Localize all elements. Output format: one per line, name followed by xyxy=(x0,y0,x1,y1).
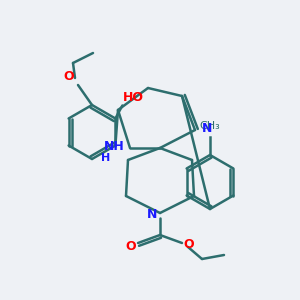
Text: H: H xyxy=(101,153,111,163)
Text: N: N xyxy=(147,208,157,221)
Text: HO: HO xyxy=(123,91,144,104)
Text: CH₃: CH₃ xyxy=(200,121,220,131)
Text: NH: NH xyxy=(103,140,124,152)
Text: O: O xyxy=(126,239,136,253)
Text: N: N xyxy=(202,122,212,134)
Text: O: O xyxy=(184,238,194,251)
Text: O: O xyxy=(64,70,74,83)
